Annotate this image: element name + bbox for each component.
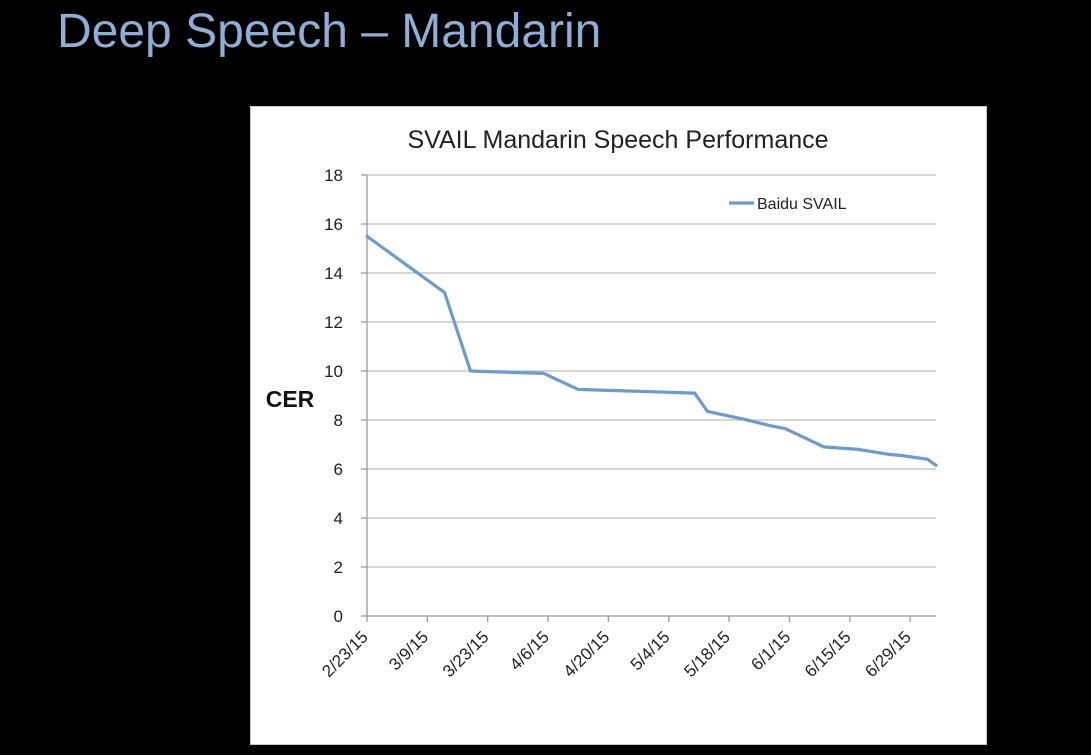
y-tick-label: 16 bbox=[324, 215, 343, 234]
axes bbox=[366, 175, 936, 617]
y-tick-label: 2 bbox=[334, 558, 343, 577]
y-axis-ticks: 0 2 4 6 8 10 12 14 16 18 bbox=[324, 166, 367, 626]
x-tick-label: 6/15/15 bbox=[801, 627, 855, 681]
y-tick-label: 10 bbox=[324, 362, 343, 381]
x-axis-ticks: 2/23/15 3/9/15 3/23/15 4/6/15 4/20/15 5/4/15 5… bbox=[318, 616, 915, 681]
y-tick-label: 0 bbox=[334, 607, 343, 626]
x-tick-label: 4/20/15 bbox=[560, 627, 614, 681]
y-tick-label: 12 bbox=[324, 313, 343, 332]
x-tick-label: 3/23/15 bbox=[439, 627, 493, 681]
y-tick-label: 4 bbox=[334, 509, 343, 528]
x-tick-label: 2/23/15 bbox=[318, 627, 372, 681]
x-tick-label: 6/29/15 bbox=[861, 627, 915, 681]
gridlines bbox=[367, 174, 936, 568]
y-axis-label: CER bbox=[266, 386, 315, 412]
y-tick-label: 14 bbox=[324, 264, 343, 283]
y-tick-label: 8 bbox=[334, 411, 343, 430]
legend-label: Baidu SVAIL bbox=[757, 196, 847, 213]
x-tick-label: 5/18/15 bbox=[680, 627, 734, 681]
x-tick-label: 6/1/15 bbox=[747, 627, 794, 674]
x-tick-label: 5/4/15 bbox=[627, 627, 674, 674]
line-chart: SVAIL Mandarin Speech Performance CER 02… bbox=[266, 126, 938, 681]
x-tick-label: 4/6/15 bbox=[506, 627, 553, 674]
series-line-baidu-svail bbox=[365, 234, 938, 467]
slide-title: Deep Speech – Mandarin bbox=[57, 5, 602, 58]
legend: Baidu SVAIL bbox=[729, 196, 847, 213]
series-layer bbox=[365, 234, 938, 467]
y-tick-label: 18 bbox=[324, 166, 343, 185]
chart-title: SVAIL Mandarin Speech Performance bbox=[407, 126, 828, 154]
x-tick-label: 3/9/15 bbox=[385, 627, 432, 674]
y-tick-label: 6 bbox=[334, 460, 343, 479]
